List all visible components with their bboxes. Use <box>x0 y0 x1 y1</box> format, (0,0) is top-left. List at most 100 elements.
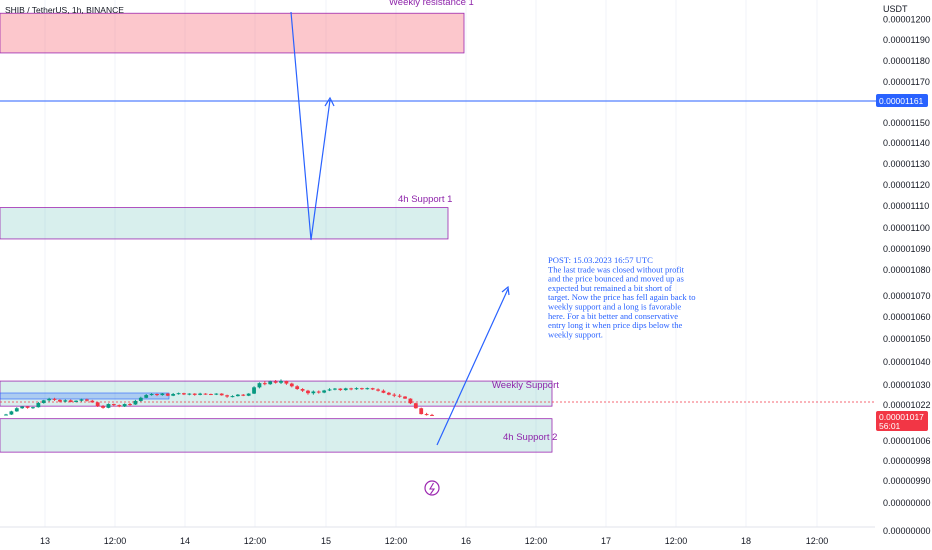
candle-body <box>187 393 192 395</box>
candle-body <box>182 393 186 395</box>
candle-body <box>289 383 294 387</box>
candle-body <box>52 398 57 400</box>
candle-body <box>149 394 154 396</box>
arrows[interactable] <box>290 11 510 446</box>
candle-body <box>95 402 100 407</box>
candle-body <box>381 390 386 393</box>
chart-title: SHIB / TetherUS, 1h, BINANCE <box>5 5 124 15</box>
price-tick: 0.00001150 <box>883 118 930 128</box>
price-tick: 0.00001180 <box>883 56 930 66</box>
hline-price-label: 0.00001161 <box>879 96 924 106</box>
candle-body <box>343 388 348 391</box>
zones <box>0 12 553 453</box>
candle-body <box>279 381 283 383</box>
zone-box[interactable] <box>0 418 553 453</box>
candle-body <box>133 400 138 405</box>
drawn-arrow-1[interactable] <box>290 11 331 241</box>
zone-box[interactable] <box>0 12 465 54</box>
candle-body <box>79 399 84 401</box>
candle-body <box>316 391 321 393</box>
price-tick: 0.00001190 <box>883 35 930 45</box>
candle-body <box>25 406 30 408</box>
candle-body <box>219 393 224 396</box>
price-tick: 0.00001022 <box>883 400 931 410</box>
time-tick: 12:00 <box>665 536 688 546</box>
candle-body <box>14 408 19 412</box>
candle-body <box>68 400 73 402</box>
candle-body <box>230 396 235 398</box>
time-tick: 12:00 <box>104 536 127 546</box>
candle-body <box>4 414 8 416</box>
current-price-tag: 0.00001017 56:01 <box>876 411 928 431</box>
price-tick: 0.00001130 <box>883 159 930 169</box>
time-tick: 12:00 <box>806 536 829 546</box>
candle-body <box>90 400 95 403</box>
candle-body <box>257 383 262 388</box>
annotation-text: POST: 15.03.2023 16:57 UTC The last trade… <box>548 255 696 339</box>
candle-body <box>370 388 375 390</box>
axis-currency: USDT <box>883 4 908 14</box>
time-tick: 14 <box>180 536 190 546</box>
candle-body <box>214 393 219 395</box>
candle-body <box>252 387 256 394</box>
candle-body <box>359 388 364 390</box>
candle-body <box>376 389 380 391</box>
candles <box>4 379 434 416</box>
lightning-icon[interactable] <box>424 480 440 496</box>
time-tick: 17 <box>601 536 611 546</box>
candle-body <box>58 399 62 402</box>
price-tick: 0.00001090 <box>883 244 931 254</box>
candle-body <box>117 405 122 407</box>
candle-body <box>235 394 240 397</box>
candle-body <box>338 388 343 391</box>
candle-body <box>430 414 434 416</box>
candle-body <box>397 395 402 397</box>
candle-body <box>74 400 79 402</box>
countdown-label: 56:01 <box>879 421 901 431</box>
candle-body <box>273 381 278 383</box>
candle-body <box>176 393 181 395</box>
time-axis[interactable]: 13 12:00 14 12:00 15 12:00 16 12:00 17 12:00 18 12:… <box>40 536 828 546</box>
candle-body <box>403 396 407 399</box>
candle-body <box>322 390 327 393</box>
candle-body <box>284 381 289 384</box>
zone-label-4h-support-2: 4h Support 2 <box>503 432 557 443</box>
time-tick: 12:00 <box>244 536 267 546</box>
candle-body <box>419 408 424 415</box>
candle-body <box>268 381 273 385</box>
hline-price-tag: 0.00001161 <box>876 94 928 107</box>
candle-body <box>144 395 149 398</box>
candle-body <box>31 407 35 409</box>
candle-body <box>171 394 176 396</box>
candle-body <box>84 399 89 401</box>
candle-body <box>41 400 46 404</box>
price-tick: 0.00001170 <box>883 77 930 87</box>
price-tick: 0.00001060 <box>883 312 931 322</box>
drawn-arrow-2[interactable] <box>436 288 509 446</box>
zone-box[interactable] <box>0 207 449 240</box>
candle-body <box>47 398 52 401</box>
price-tick: 0.00001120 <box>883 180 930 190</box>
time-tick: 12:00 <box>385 536 408 546</box>
candle-body <box>138 397 143 401</box>
candle-body <box>262 383 267 385</box>
candle-body <box>365 388 370 390</box>
candle-body <box>36 403 41 408</box>
price-tick: 0.00000998 <box>883 456 931 466</box>
price-axis[interactable]: 0.00001200 0.00001190 0.00001180 0.00001170… <box>883 15 931 537</box>
candle-body <box>333 388 337 390</box>
candle-body <box>386 392 391 395</box>
arrow-head-1 <box>324 96 335 107</box>
candle-body <box>111 404 116 406</box>
candle-body <box>225 395 229 397</box>
candle-body <box>20 406 25 409</box>
candle-body <box>160 393 165 396</box>
candle-body <box>198 393 203 395</box>
candle-body <box>9 411 14 415</box>
price-tick: 0.00001080 <box>883 265 931 275</box>
zone-label-resistance: Weekly resistance 1 <box>389 0 474 8</box>
time-tick: 18 <box>741 536 751 546</box>
price-tick: 0.00000000 <box>883 526 931 536</box>
candle-body <box>408 398 413 404</box>
